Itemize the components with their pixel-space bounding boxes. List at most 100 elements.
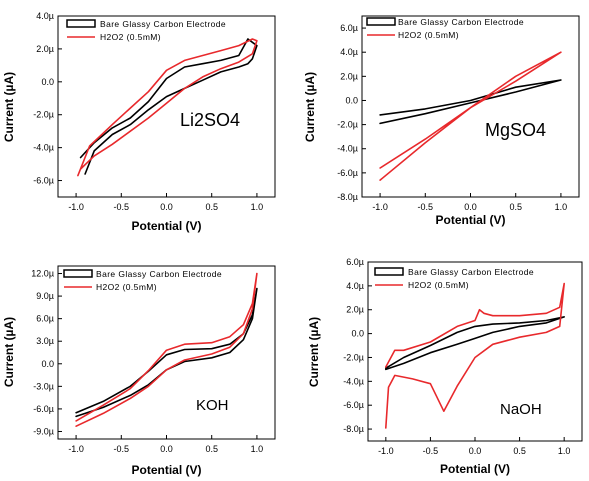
mgso4-x-tick-label: 1.0: [555, 202, 568, 212]
li2so4-y-tick-label: 2.0µ: [36, 44, 54, 54]
naoh-y-tick-label: 2.0µ: [346, 305, 364, 315]
naoh-legend-label-bare: Bare Glassy Carbon Electrode: [408, 267, 534, 277]
mgso4-legend-label-h2o2: H2O2 (0.5mM): [398, 30, 459, 40]
li2so4-x-tick-label: -0.5: [114, 202, 130, 212]
koh-x-ticks: -1.0 -0.5 0.0 0.5 1.0: [68, 435, 263, 454]
naoh-y-axis-label: Current (µA): [307, 317, 321, 387]
koh-y-tick-label: -9.0µ: [33, 426, 54, 436]
naoh-x-axis-label: Potential (V): [440, 462, 510, 476]
li2so4-x-tick-label: 1.0: [251, 202, 264, 212]
mgso4-x-tick-label: -1.0: [372, 202, 388, 212]
mgso4-y-tick-label: -2.0µ: [337, 120, 358, 130]
naoh-y-tick-label: -8.0µ: [343, 424, 364, 434]
mgso4-series: [379, 51, 562, 181]
koh-legend-label-bare: Bare Glassy Carbon Electrode: [96, 269, 222, 279]
li2so4-y-tick-label: 0.0: [41, 77, 54, 87]
mgso4-legend: Bare Glassy Carbon Electrode H2O2 (0.5mM…: [366, 17, 524, 40]
li2so4-y-ticks: 4.0µ 2.0µ 0.0 -2.0µ -4.0µ -6.0µ: [33, 11, 62, 186]
koh-x-tick-label: -0.5: [114, 444, 130, 454]
mgso4-x-tick-label: 0.5: [509, 202, 522, 212]
li2so4-legend-label-h2o2: H2O2 (0.5mM): [100, 32, 161, 42]
naoh-y-tick-label: -4.0µ: [343, 376, 364, 386]
koh-y-tick-label: 12.0µ: [31, 269, 54, 279]
mgso4-y-tick-label: -8.0µ: [337, 192, 358, 202]
koh-y-tick-label: 6.0µ: [36, 314, 54, 324]
koh-panel: 12.0µ 9.0µ 6.0µ 3.0µ 0.0 -3.0µ -6.0µ -9.0µ -1.0…: [2, 265, 276, 477]
mgso4-legend-label-bare: Bare Glassy Carbon Electrode: [398, 17, 524, 27]
mgso4-x-tick-label: 0.0: [464, 202, 477, 212]
mgso4-y-tick-label: -4.0µ: [337, 144, 358, 154]
koh-y-tick-label: -3.0µ: [33, 381, 54, 391]
naoh-y-ticks: 6.0µ 4.0µ 2.0µ 0.0 -2.0µ -4.0µ -6.0µ -8.0µ: [343, 257, 372, 434]
naoh-plot-frame: [367, 261, 583, 442]
naoh-y-tick-label: 0.0: [351, 329, 364, 339]
li2so4-legend: Bare Glassy Carbon Electrode H2O2 (0.5mM…: [66, 19, 226, 42]
li2so4-y-axis-label: Current (µA): [2, 72, 16, 142]
li2so4-x-tick-label: 0.0: [160, 202, 173, 212]
koh-x-axis-label: Potential (V): [131, 463, 201, 477]
mgso4-legend-swatch-bare: [366, 17, 396, 26]
koh-x-tick-label: 0.5: [205, 444, 218, 454]
naoh-x-tick-label: 1.0: [558, 446, 571, 456]
mgso4-y-tick-label: 0.0: [345, 95, 358, 105]
naoh-annotation: NaOH: [500, 401, 542, 418]
koh-annotation: KOH: [196, 397, 229, 414]
naoh-x-tick-label: 0.0: [469, 446, 482, 456]
li2so4-x-tick-label: 0.5: [205, 202, 218, 212]
li2so4-series: [77, 38, 258, 177]
li2so4-annotation: Li2SO4: [180, 110, 240, 130]
li2so4-bare-electrode-curve: [79, 38, 258, 175]
naoh-x-tick-label: -0.5: [423, 446, 439, 456]
naoh-legend: Bare Glassy Carbon Electrode H2O2 (0.5mM…: [374, 267, 534, 290]
naoh-y-tick-label: 6.0µ: [346, 257, 364, 267]
mgso4-y-tick-label: 4.0µ: [340, 47, 358, 57]
mgso4-x-tick-label: -0.5: [418, 202, 434, 212]
koh-series: [75, 272, 258, 428]
naoh-y-tick-label: -6.0µ: [343, 400, 364, 410]
koh-h2o2-curve: [75, 272, 258, 428]
mgso4-annotation: MgSO4: [485, 120, 546, 140]
mgso4-y-ticks: 6.0µ 4.0µ 2.0µ 0.0 -2.0µ -4.0µ -6.0µ -8.0µ: [337, 23, 366, 202]
li2so4-y-tick-label: -4.0µ: [33, 143, 54, 153]
koh-y-axis-label: Current (µA): [2, 317, 16, 387]
mgso4-panel: 6.0µ 4.0µ 2.0µ 0.0 -2.0µ -4.0µ -6.0µ -8.0µ -1.0…: [303, 15, 580, 227]
naoh-series: [384, 282, 566, 429]
li2so4-legend-label-bare: Bare Glassy Carbon Electrode: [100, 19, 226, 29]
naoh-x-tick-label: 0.5: [513, 446, 526, 456]
koh-y-ticks: 12.0µ 9.0µ 6.0µ 3.0µ 0.0 -3.0µ -6.0µ -9.0µ: [31, 269, 62, 436]
mgso4-x-ticks: -1.0 -0.5 0.0 0.5 1.0: [372, 193, 567, 212]
koh-legend: Bare Glassy Carbon Electrode H2O2 (0.5mM…: [63, 269, 222, 292]
mgso4-h2o2-curve: [379, 51, 562, 181]
naoh-legend-swatch-bare: [374, 267, 404, 276]
li2so4-y-tick-label: -2.0µ: [33, 110, 54, 120]
li2so4-y-tick-label: 4.0µ: [36, 11, 54, 21]
li2so4-legend-swatch-bare: [66, 19, 96, 28]
mgso4-y-tick-label: -6.0µ: [337, 168, 358, 178]
naoh-y-tick-label: 4.0µ: [346, 281, 364, 291]
koh-legend-label-h2o2: H2O2 (0.5mM): [96, 282, 157, 292]
mgso4-y-tick-label: 2.0µ: [340, 71, 358, 81]
naoh-y-tick-label: -2.0µ: [343, 352, 364, 362]
mgso4-plot-frame: [361, 15, 580, 198]
li2so4-x-ticks: -1.0 -0.5 0.0 0.5 1.0: [68, 193, 263, 212]
koh-legend-swatch-bare: [63, 269, 93, 278]
li2so4-x-axis-label: Potential (V): [131, 219, 201, 233]
mgso4-x-axis-label: Potential (V): [435, 213, 505, 227]
mgso4-y-axis-label: Current (µA): [303, 72, 317, 142]
koh-bare-electrode-curve: [75, 287, 258, 418]
koh-x-tick-label: 1.0: [251, 444, 264, 454]
naoh-bare-electrode-curve: [384, 316, 566, 371]
koh-y-tick-label: -6.0µ: [33, 404, 54, 414]
li2so4-y-tick-label: -6.0µ: [33, 176, 54, 186]
li2so4-h2o2-curve: [77, 38, 258, 177]
naoh-h2o2-curve: [384, 282, 566, 429]
koh-y-tick-label: 9.0µ: [36, 291, 54, 301]
naoh-panel: 6.0µ 4.0µ 2.0µ 0.0 -2.0µ -4.0µ -6.0µ -8.0µ -1.0…: [307, 257, 583, 476]
koh-x-tick-label: -1.0: [68, 444, 84, 454]
koh-y-tick-label: 3.0µ: [36, 336, 54, 346]
naoh-legend-label-h2o2: H2O2 (0.5mM): [408, 280, 469, 290]
naoh-x-ticks: -1.0 -0.5 0.0 0.5 1.0: [378, 437, 570, 456]
koh-x-tick-label: 0.0: [160, 444, 173, 454]
koh-y-tick-label: 0.0: [41, 359, 54, 369]
